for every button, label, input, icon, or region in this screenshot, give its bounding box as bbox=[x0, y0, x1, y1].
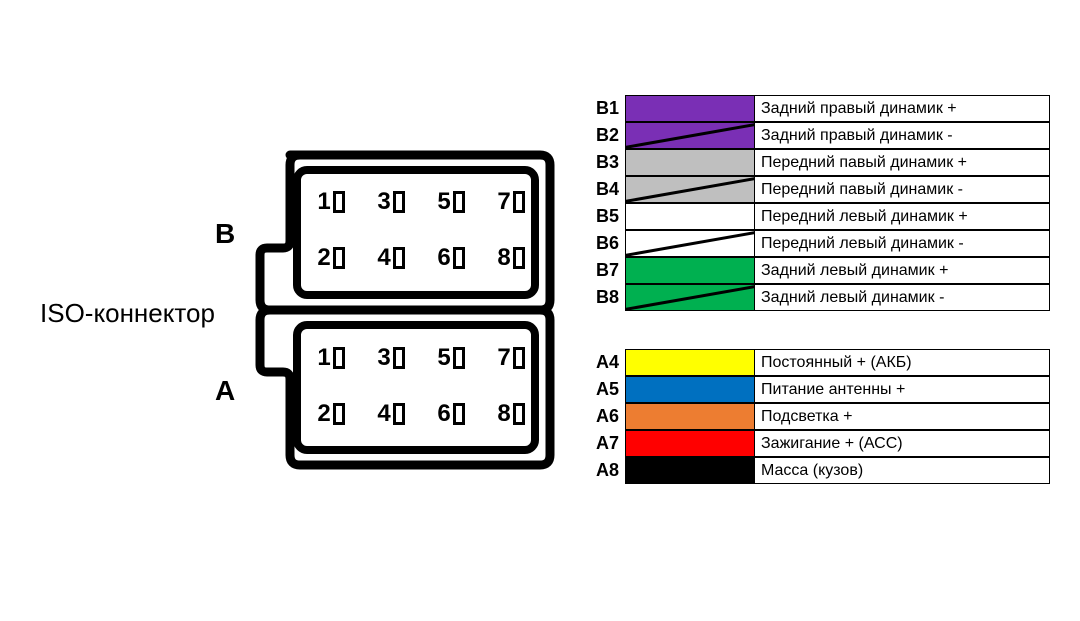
pin-b7: 7 bbox=[484, 177, 538, 227]
pin-b6: 6 bbox=[424, 233, 478, 283]
legend-color-swatch bbox=[625, 95, 755, 122]
legend-desc: Задний левый динамик - bbox=[755, 284, 1050, 311]
legend-row: A7 Зажигание + (АСС) bbox=[585, 430, 1050, 457]
pin-slot-icon bbox=[453, 191, 465, 213]
pin-a2: 2 bbox=[304, 389, 358, 439]
pin-grid-b: 1 3 5 7 2 4 6 8 bbox=[304, 177, 538, 283]
legend-row: B8 Задний левый динамик - bbox=[585, 284, 1050, 311]
pin-slot-icon bbox=[513, 191, 525, 213]
legend-pin-label: B6 bbox=[585, 230, 625, 257]
pin-a1: 1 bbox=[304, 333, 358, 383]
legend-desc: Передний павый динамик - bbox=[755, 176, 1050, 203]
legend-color-swatch bbox=[625, 230, 755, 257]
pin-b2: 2 bbox=[304, 233, 358, 283]
pin-a6: 6 bbox=[424, 389, 478, 439]
legend-desc: Задний правый динамик + bbox=[755, 95, 1050, 122]
pin-b3: 3 bbox=[364, 177, 418, 227]
pin-b4: 4 bbox=[364, 233, 418, 283]
legend-color-swatch bbox=[625, 284, 755, 311]
legend-desc: Передний левый динамик - bbox=[755, 230, 1050, 257]
legend-pin-label: A4 bbox=[585, 349, 625, 376]
pinout-legend: B1 Задний правый динамик + B2 Задний правый… bbox=[585, 95, 1050, 484]
legend-pin-label: B1 bbox=[585, 95, 625, 122]
pin-slot-icon bbox=[333, 247, 345, 269]
pin-a8: 8 bbox=[484, 389, 538, 439]
legend-pin-label: A8 bbox=[585, 457, 625, 484]
pin-slot-icon bbox=[513, 247, 525, 269]
pin-a7: 7 bbox=[484, 333, 538, 383]
legend-row: A4 Постоянный + (АКБ) bbox=[585, 349, 1050, 376]
legend-color-swatch bbox=[625, 122, 755, 149]
pin-slot-icon bbox=[453, 403, 465, 425]
legend-row: B5 Передний левый динамик + bbox=[585, 203, 1050, 230]
legend-pin-label: A7 bbox=[585, 430, 625, 457]
legend-pin-label: B5 bbox=[585, 203, 625, 230]
legend-pin-label: B4 bbox=[585, 176, 625, 203]
pin-slot-icon bbox=[333, 191, 345, 213]
legend-color-swatch bbox=[625, 203, 755, 230]
legend-desc: Питание антенны + bbox=[755, 376, 1050, 403]
legend-desc: Подсветка + bbox=[755, 403, 1050, 430]
connector-side-b-label: B bbox=[215, 218, 235, 250]
pin-slot-icon bbox=[333, 403, 345, 425]
legend-row: B3 Передний павый динамик + bbox=[585, 149, 1050, 176]
legend-color-swatch bbox=[625, 457, 755, 484]
legend-color-swatch bbox=[625, 257, 755, 284]
legend-desc: Передний павый динамик + bbox=[755, 149, 1050, 176]
legend-pin-label: B7 bbox=[585, 257, 625, 284]
legend-row: B2 Задний правый динамик - bbox=[585, 122, 1050, 149]
pin-slot-icon bbox=[393, 191, 405, 213]
pin-slot-icon bbox=[453, 347, 465, 369]
pin-b1: 1 bbox=[304, 177, 358, 227]
legend-color-swatch bbox=[625, 376, 755, 403]
legend-desc: Передний левый динамик + bbox=[755, 203, 1050, 230]
legend-row: A6 Подсветка + bbox=[585, 403, 1050, 430]
pin-slot-icon bbox=[333, 347, 345, 369]
connector-side-a-label: A bbox=[215, 375, 235, 407]
pin-grid-a: 1 3 5 7 2 4 6 8 bbox=[304, 333, 538, 439]
pin-b8: 8 bbox=[484, 233, 538, 283]
legend-row: B1 Задний правый динамик + bbox=[585, 95, 1050, 122]
legend-color-swatch bbox=[625, 149, 755, 176]
pin-a3: 3 bbox=[364, 333, 418, 383]
pin-slot-icon bbox=[513, 403, 525, 425]
legend-group-gap bbox=[585, 311, 1050, 349]
legend-pin-label: B8 bbox=[585, 284, 625, 311]
legend-desc: Задний правый динамик - bbox=[755, 122, 1050, 149]
legend-row: A8 Масса (кузов) bbox=[585, 457, 1050, 484]
legend-color-swatch bbox=[625, 403, 755, 430]
pin-slot-icon bbox=[393, 247, 405, 269]
pin-b5: 5 bbox=[424, 177, 478, 227]
legend-color-swatch bbox=[625, 430, 755, 457]
pin-slot-icon bbox=[453, 247, 465, 269]
legend-row: B6 Передний левый динамик - bbox=[585, 230, 1050, 257]
legend-row: A5 Питание антенны + bbox=[585, 376, 1050, 403]
connector-caption: ISO-коннектор bbox=[40, 298, 215, 329]
pin-slot-icon bbox=[513, 347, 525, 369]
legend-row: B7 Задний левый динамик + bbox=[585, 257, 1050, 284]
legend-desc: Постоянный + (АКБ) bbox=[755, 349, 1050, 376]
legend-pin-label: B3 bbox=[585, 149, 625, 176]
pin-slot-icon bbox=[393, 347, 405, 369]
pin-a4: 4 bbox=[364, 389, 418, 439]
legend-color-swatch bbox=[625, 349, 755, 376]
legend-pin-label: A5 bbox=[585, 376, 625, 403]
iso-connector-diagram: 1 3 5 7 2 4 6 8 1 3 5 7 2 4 6 8 bbox=[250, 145, 560, 475]
legend-pin-label: A6 bbox=[585, 403, 625, 430]
legend-color-swatch bbox=[625, 176, 755, 203]
pin-a5: 5 bbox=[424, 333, 478, 383]
legend-pin-label: B2 bbox=[585, 122, 625, 149]
legend-desc: Масса (кузов) bbox=[755, 457, 1050, 484]
pin-slot-icon bbox=[393, 403, 405, 425]
legend-desc: Задний левый динамик + bbox=[755, 257, 1050, 284]
legend-desc: Зажигание + (АСС) bbox=[755, 430, 1050, 457]
legend-row: B4 Передний павый динамик - bbox=[585, 176, 1050, 203]
